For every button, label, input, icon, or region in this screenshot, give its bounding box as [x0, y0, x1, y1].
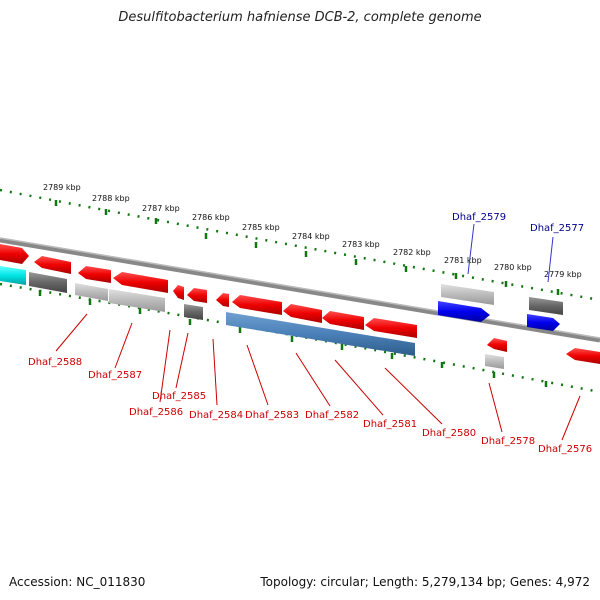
scale-major-ticks-outer — [54, 200, 560, 295]
gene-arrow[interactable] — [34, 256, 71, 274]
gene-label[interactable]: Dhaf_2579 — [452, 212, 506, 223]
scale-track-outer — [0, 188, 600, 302]
pseudo-feature[interactable] — [529, 297, 563, 315]
map-title: Desulfitobacterium hafniense DCB-2, comp… — [118, 10, 482, 25]
gene-arrow[interactable] — [187, 288, 207, 303]
kbp-label: 2785 kbp — [242, 223, 280, 232]
kbp-label: 2781 kbp — [444, 256, 482, 265]
gene-label[interactable]: Dhaf_2587 — [88, 370, 142, 381]
gene-arrow[interactable] — [322, 311, 364, 330]
gene-arrow[interactable] — [566, 348, 600, 364]
gene-arrow[interactable] — [173, 285, 184, 300]
gene-arrow[interactable] — [283, 304, 322, 323]
rna-feature[interactable] — [0, 266, 26, 285]
genome-backbone — [0, 237, 600, 343]
gene-label[interactable]: Dhaf_2585 — [152, 391, 206, 402]
scale-major-ticks-inner — [38, 290, 548, 387]
gene-arrow[interactable] — [438, 301, 490, 322]
gene-label[interactable]: Dhaf_2577 — [530, 223, 584, 234]
gene-arrow[interactable] — [527, 314, 560, 331]
gene-label[interactable]: Dhaf_2580 — [422, 428, 476, 439]
gene-label[interactable]: Dhaf_2586 — [129, 407, 183, 418]
kbp-label: 2780 kbp — [494, 263, 532, 272]
pseudo-feature[interactable] — [226, 312, 415, 356]
kbp-label: 2783 kbp — [342, 240, 380, 249]
kbp-label: 2779 kbp — [544, 270, 582, 279]
kbp-label: 2787 kbp — [142, 204, 180, 213]
pseudo-feature[interactable] — [184, 304, 203, 320]
gene-label[interactable]: Dhaf_2576 — [538, 444, 592, 455]
kbp-label: 2788 kbp — [92, 194, 130, 203]
pseudo-feature[interactable] — [485, 354, 504, 369]
scale-labels: 2789 kbp 2788 kbp 2787 kbp 2786 kbp 2785… — [43, 183, 582, 279]
pseudo-feature[interactable] — [441, 284, 494, 305]
gene-arrow[interactable] — [78, 266, 111, 283]
gene-arrow[interactable] — [365, 318, 417, 338]
kbp-label: 2784 kbp — [292, 232, 330, 241]
forward-strand-genes — [0, 244, 600, 364]
gene-label[interactable]: Dhaf_2578 — [481, 436, 535, 447]
gene-label[interactable]: Dhaf_2584 — [189, 410, 243, 421]
kbp-label: 2782 kbp — [393, 248, 431, 257]
kbp-label: 2789 kbp — [43, 183, 81, 192]
gene-arrow[interactable] — [216, 293, 229, 307]
reverse-gene-labels: Dhaf_2588 Dhaf_2587 Dhaf_2585 Dhaf_2586 … — [28, 357, 592, 455]
gene-arrow[interactable] — [487, 338, 507, 352]
gene-arrow[interactable] — [113, 272, 168, 293]
gene-label[interactable]: Dhaf_2582 — [305, 410, 359, 421]
gene-label[interactable]: Dhaf_2581 — [363, 419, 417, 430]
pseudo-feature[interactable] — [75, 283, 108, 301]
accession-label: Accession: NC_011830 — [9, 575, 146, 589]
reverse-label-leaders — [55, 313, 581, 441]
other-features — [0, 266, 563, 369]
pseudo-feature[interactable] — [109, 289, 165, 312]
gene-label[interactable]: Dhaf_2583 — [245, 410, 299, 421]
gene-arrow[interactable] — [0, 244, 29, 264]
kbp-label: 2786 kbp — [192, 213, 230, 222]
gene-label[interactable]: Dhaf_2588 — [28, 357, 82, 368]
forward-label-leaders — [467, 223, 554, 283]
pseudo-feature[interactable] — [29, 272, 67, 293]
forward-gene-labels: Dhaf_2579 Dhaf_2577 — [452, 212, 584, 234]
gene-arrow[interactable] — [232, 295, 282, 315]
genome-summary: Topology: circular; Length: 5,279,134 bp… — [260, 575, 590, 589]
